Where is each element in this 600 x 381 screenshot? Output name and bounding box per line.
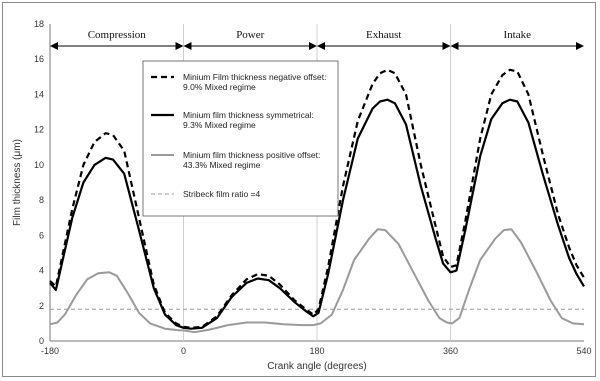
y-tick-label: 8	[39, 195, 44, 205]
y-tick-label: 4	[39, 266, 44, 276]
y-tick-label: 18	[34, 19, 44, 29]
x-tick-label: 180	[309, 346, 324, 356]
phase-label: Exhaust	[366, 29, 401, 41]
legend-label-detail: 9.0% Mixed regime	[183, 82, 256, 92]
legend-label: Minium film thickness positive offset:	[183, 150, 320, 160]
y-tick-label: 0	[39, 336, 44, 346]
x-tick-label: -180	[41, 346, 59, 356]
phase-annotations: Compression Power Exhaust Intake	[50, 29, 584, 50]
series-layer	[49, 68, 585, 334]
x-tick-label: 360	[443, 346, 458, 356]
x-axis-label: Crank angle (degrees)	[267, 361, 367, 372]
legend-label: Minium film thickness symmetrical:	[183, 110, 314, 120]
y-tick-labels: 0 2 4 6 8 10 12 14 16 18	[34, 19, 44, 346]
y-tick-label: 12	[34, 125, 44, 135]
x-tick-label: 0	[181, 346, 186, 356]
series-line-2	[49, 98, 585, 330]
legend-box	[142, 60, 339, 217]
phase-label: Compression	[88, 29, 147, 41]
x-tick-labels: -180 0 180 360 540	[41, 346, 592, 356]
y-tick-label: 14	[34, 89, 44, 99]
legend-label-detail: 9.3% Mixed regime	[183, 120, 256, 130]
y-tick-label: 10	[34, 160, 44, 170]
y-tick-label: 2	[39, 301, 44, 311]
x-tick-label: 540	[576, 346, 591, 356]
legend-label-detail: 43.3% Mixed regime	[183, 160, 261, 170]
phase-label: Intake	[504, 29, 532, 41]
series-line-1	[49, 68, 585, 329]
y-tick-label: 16	[34, 54, 44, 64]
series-line-3	[49, 228, 585, 334]
phase-label: Power	[236, 29, 264, 41]
legend: Minium Film thickness negative offset:9.…	[142, 60, 339, 217]
y-axis-label: Film thickness (μm)	[12, 139, 23, 226]
y-tick-label: 6	[39, 230, 44, 240]
legend-label: Minium Film thickness negative offset:	[183, 72, 326, 82]
legend-label: Stribeck film ratio =4	[183, 189, 261, 199]
